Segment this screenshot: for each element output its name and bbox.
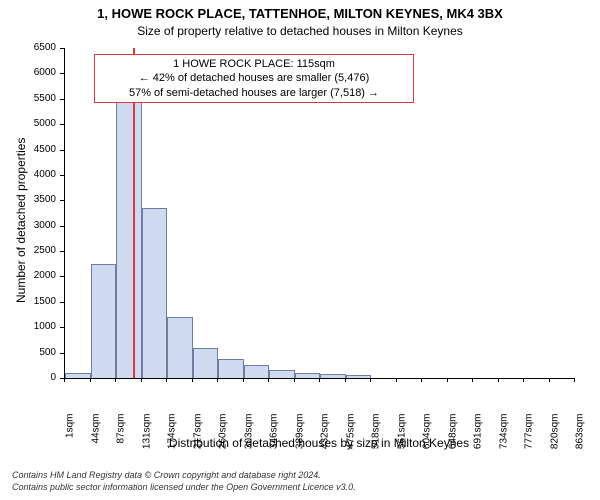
y-tick-label: 1500: [0, 296, 56, 307]
y-tick-label: 0: [0, 372, 56, 383]
x-tick-mark: [549, 378, 550, 382]
y-tick-mark: [60, 200, 64, 201]
x-tick-label: 217sqm: [192, 414, 203, 464]
x-tick-mark: [90, 378, 91, 382]
y-tick-mark: [60, 73, 64, 74]
histogram-bar: [91, 264, 117, 378]
y-tick-label: 6000: [0, 67, 56, 78]
x-tick-mark: [523, 378, 524, 382]
footer-line-1: Contains HM Land Registry data © Crown c…: [12, 470, 321, 480]
x-tick-mark: [166, 378, 167, 382]
annotation-box: 1 HOWE ROCK PLACE: 115sqm ← 42% of detac…: [94, 54, 414, 103]
chart-title-1: 1, HOWE ROCK PLACE, TATTENHOE, MILTON KE…: [0, 6, 600, 21]
x-tick-mark: [447, 378, 448, 382]
histogram-bar: [295, 373, 321, 378]
x-tick-label: 863sqm: [575, 414, 586, 464]
x-tick-mark: [294, 378, 295, 382]
y-tick-label: 3500: [0, 194, 56, 205]
y-tick-label: 3000: [0, 220, 56, 231]
x-tick-mark: [192, 378, 193, 382]
x-tick-label: 44sqm: [90, 414, 101, 464]
x-tick-label: 260sqm: [218, 414, 229, 464]
histogram-bar: [65, 373, 91, 378]
y-tick-mark: [60, 48, 64, 49]
x-tick-mark: [370, 378, 371, 382]
annotation-line-1: 1 HOWE ROCK PLACE: 115sqm: [101, 57, 407, 71]
y-tick-label: 4000: [0, 169, 56, 180]
x-tick-label: 1sqm: [65, 414, 76, 464]
x-tick-mark: [243, 378, 244, 382]
x-tick-label: 174sqm: [167, 414, 178, 464]
y-tick-label: 4500: [0, 144, 56, 155]
y-tick-label: 1000: [0, 321, 56, 332]
x-tick-mark: [472, 378, 473, 382]
x-tick-label: 303sqm: [243, 414, 254, 464]
x-tick-label: 734sqm: [498, 414, 509, 464]
y-tick-label: 5500: [0, 93, 56, 104]
y-tick-mark: [60, 353, 64, 354]
histogram-bar: [116, 94, 142, 378]
y-tick-label: 5000: [0, 118, 56, 129]
y-tick-mark: [60, 124, 64, 125]
x-tick-label: 432sqm: [320, 414, 331, 464]
x-tick-label: 604sqm: [422, 414, 433, 464]
x-tick-label: 389sqm: [294, 414, 305, 464]
x-tick-mark: [396, 378, 397, 382]
y-tick-label: 500: [0, 347, 56, 358]
chart-container: 1, HOWE ROCK PLACE, TATTENHOE, MILTON KE…: [0, 0, 600, 500]
histogram-bar: [244, 365, 270, 378]
histogram-bar: [142, 208, 168, 378]
x-tick-mark: [141, 378, 142, 382]
y-tick-mark: [60, 175, 64, 176]
histogram-bar: [193, 348, 219, 378]
y-tick-mark: [60, 276, 64, 277]
histogram-bar: [218, 359, 244, 378]
x-tick-mark: [574, 378, 575, 382]
x-tick-mark: [217, 378, 218, 382]
x-tick-label: 131sqm: [141, 414, 152, 464]
chart-title-2: Size of property relative to detached ho…: [0, 24, 600, 38]
y-tick-label: 2500: [0, 245, 56, 256]
x-tick-mark: [64, 378, 65, 382]
y-tick-mark: [60, 251, 64, 252]
histogram-bar: [320, 374, 346, 378]
x-tick-label: 777sqm: [524, 414, 535, 464]
histogram-bar: [269, 370, 295, 378]
x-tick-label: 475sqm: [345, 414, 356, 464]
x-tick-mark: [268, 378, 269, 382]
annotation-line-2: ← 42% of detached houses are smaller (5,…: [101, 71, 407, 85]
x-tick-label: 561sqm: [396, 414, 407, 464]
histogram-bar: [167, 317, 193, 378]
x-tick-mark: [498, 378, 499, 382]
y-tick-label: 2000: [0, 270, 56, 281]
y-tick-mark: [60, 226, 64, 227]
x-tick-mark: [421, 378, 422, 382]
y-tick-mark: [60, 327, 64, 328]
annotation-line-3: 57% of semi-detached houses are larger (…: [101, 86, 407, 100]
x-tick-label: 346sqm: [269, 414, 280, 464]
x-tick-label: 820sqm: [549, 414, 560, 464]
x-tick-mark: [319, 378, 320, 382]
x-tick-label: 648sqm: [447, 414, 458, 464]
x-tick-mark: [115, 378, 116, 382]
histogram-bar: [346, 375, 372, 378]
x-tick-label: 691sqm: [473, 414, 484, 464]
y-tick-mark: [60, 302, 64, 303]
x-tick-mark: [345, 378, 346, 382]
y-tick-label: 6500: [0, 42, 56, 53]
y-tick-mark: [60, 150, 64, 151]
x-tick-label: 87sqm: [116, 414, 127, 464]
y-tick-mark: [60, 99, 64, 100]
x-tick-label: 518sqm: [371, 414, 382, 464]
footer-line-2: Contains public sector information licen…: [12, 482, 356, 492]
